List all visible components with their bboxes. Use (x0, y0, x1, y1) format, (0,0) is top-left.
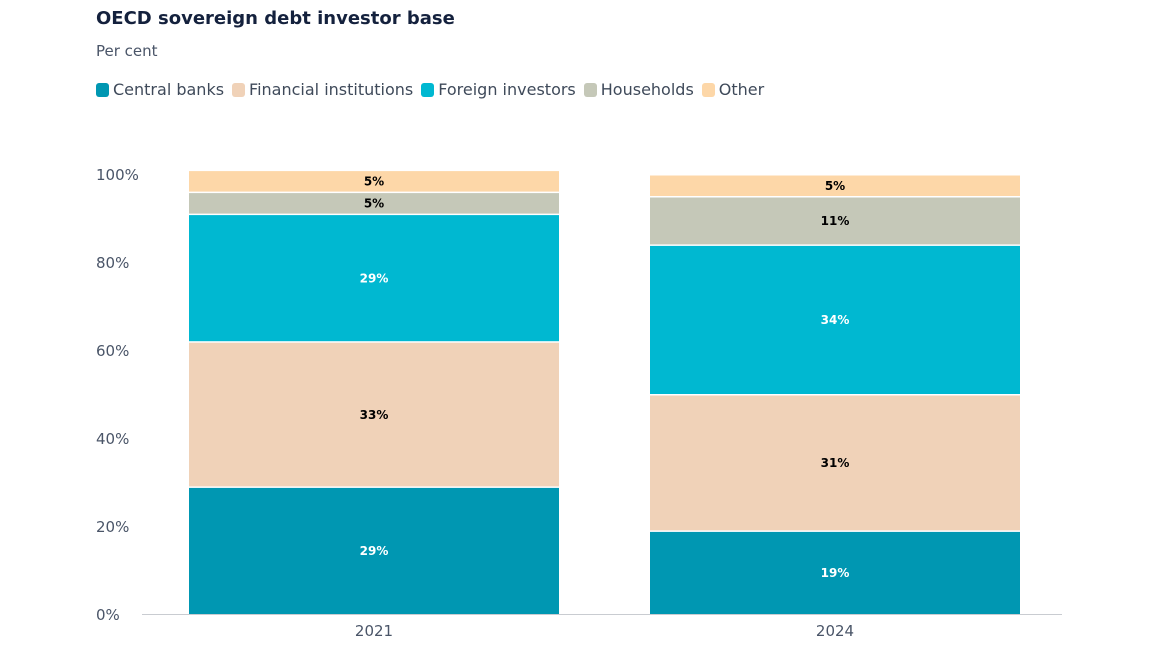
y-tick-label: 80% (96, 254, 129, 272)
data-label: 29% (360, 544, 389, 558)
legend-item-households[interactable]: Households (583, 80, 694, 99)
legend-label-households: Households (600, 80, 694, 99)
bar-segment (650, 197, 1020, 245)
legend-label-other: Other (718, 80, 765, 99)
y-tick-label: 60% (96, 342, 129, 360)
legend-item-financial-institutions[interactable]: Financial institutions (232, 80, 413, 99)
bar-segment (189, 342, 559, 487)
legend-swatch-households (583, 82, 597, 97)
legend: Central banks Financial institutions For… (96, 80, 764, 99)
x-tick-label: 2021 (355, 622, 393, 640)
bar-segment (650, 395, 1020, 531)
legend-label-financial-institutions: Financial institutions (249, 80, 414, 99)
legend-swatch-central-banks (96, 82, 109, 97)
data-label: 5% (364, 197, 384, 211)
chart-title: OECD sovereign debt investor base (96, 8, 455, 29)
x-tick-label: 2024 (816, 622, 854, 640)
data-label: 19% (821, 566, 850, 580)
bar-segment (650, 245, 1020, 394)
data-label: 31% (821, 456, 850, 470)
bar-segment (189, 487, 559, 614)
legend-label-central-banks: Central banks (113, 80, 225, 99)
chart-subtitle: Per cent (96, 42, 158, 60)
legend-swatch-foreign-investors (421, 82, 435, 97)
y-tick-label: 20% (96, 518, 129, 536)
legend-item-central-banks[interactable]: Central banks (96, 80, 224, 99)
legend-label-foreign-investors: Foreign investors (438, 80, 576, 99)
bar-segment (650, 531, 1020, 614)
y-tick-label: 100% (96, 166, 139, 184)
legend-swatch-financial-institutions (232, 82, 246, 97)
bar-segment (189, 171, 559, 192)
y-tick-label: 40% (96, 430, 129, 448)
data-label: 5% (825, 179, 845, 193)
bar-segment (189, 193, 559, 214)
data-label: 29% (360, 271, 389, 285)
data-label: 34% (821, 313, 850, 327)
legend-item-foreign-investors[interactable]: Foreign investors (421, 80, 576, 99)
legend-item-other[interactable]: Other (701, 80, 765, 99)
legend-swatch-other (701, 82, 715, 97)
y-tick-label: 0% (96, 606, 120, 624)
data-label: 5% (364, 175, 384, 189)
data-label: 11% (821, 214, 850, 228)
bar-segment (650, 175, 1020, 196)
data-label: 33% (360, 408, 389, 422)
bar-segment (189, 215, 559, 342)
